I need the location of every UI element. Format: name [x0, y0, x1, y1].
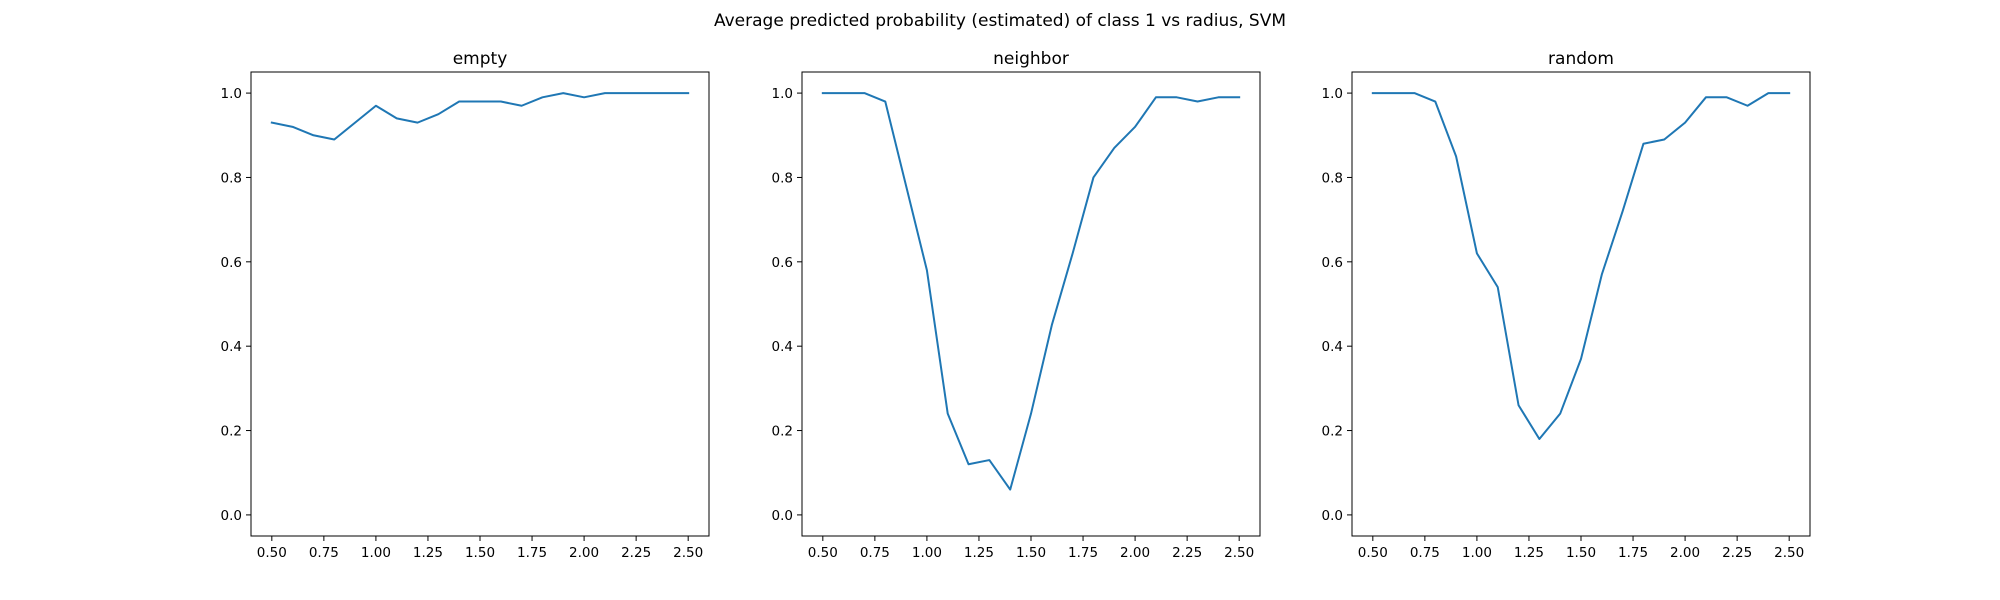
subplot-random: random 0.50 0.75 1.00 1.25 1.50 1.75 2.00 2.25 2.… — [1322, 49, 1811, 561]
subplot-title: empty — [453, 49, 508, 69]
x-tick-label: 2.25 — [621, 545, 651, 561]
y-tick-label: 0.4 — [1322, 339, 1343, 355]
y-tick-label: 0.2 — [1322, 424, 1343, 440]
y-tick-label: 0.8 — [1322, 170, 1343, 186]
subplot-empty: empty 0.50 0.75 1.00 1.25 1.50 1.75 2.00 2.25 2.5… — [221, 49, 710, 561]
subplot-neighbor: neighbor 0.50 0.75 1.00 1.25 1.50 1.75 2.00 2.25… — [772, 49, 1261, 561]
x-tick-label: 2.25 — [1722, 545, 1752, 561]
x-tick-label: 2.00 — [1670, 545, 1700, 561]
y-tick-label: 1.0 — [772, 86, 793, 102]
subplot-title: neighbor — [993, 49, 1069, 69]
series-line — [270, 92, 690, 141]
x-tick-label: 0.75 — [1410, 545, 1440, 561]
axes-frame — [1351, 71, 1811, 537]
x-tick-label: 0.50 — [1358, 545, 1388, 561]
y-tick-label: 0.0 — [772, 508, 793, 524]
x-tick-label: 2.50 — [673, 545, 703, 561]
x-tick-label: 1.00 — [1462, 545, 1492, 561]
x-tick-label: 1.50 — [465, 545, 495, 561]
y-tick-label: 0.0 — [221, 508, 242, 524]
x-tick-label: 1.25 — [413, 545, 443, 561]
y-tick-label: 0.8 — [772, 170, 793, 186]
y-tick-label: 1.0 — [1322, 86, 1343, 102]
x-tick-label: 1.50 — [1566, 545, 1596, 561]
x-tick-label: 1.75 — [1618, 545, 1648, 561]
x-tick-label: 0.75 — [860, 545, 890, 561]
axes-frame — [250, 71, 710, 537]
x-tick-label: 1.00 — [361, 545, 391, 561]
y-tick-label: 0.6 — [772, 255, 793, 271]
series-line — [821, 92, 1241, 491]
y-tick-label: 0.6 — [1322, 255, 1343, 271]
y-tick-label: 0.4 — [221, 339, 242, 355]
x-tick-label: 1.75 — [1068, 545, 1098, 561]
y-tick-label: 0.2 — [772, 424, 793, 440]
x-tick-label: 1.75 — [517, 545, 547, 561]
x-tick-label: 0.50 — [808, 545, 838, 561]
subplot-title: random — [1548, 49, 1614, 69]
y-tick-label: 0.2 — [221, 424, 242, 440]
x-tick-label: 0.50 — [257, 545, 287, 561]
x-tick-label: 2.50 — [1224, 545, 1254, 561]
y-tick-label: 0.6 — [221, 255, 242, 271]
x-tick-label: 1.00 — [912, 545, 942, 561]
axes-frame — [801, 71, 1261, 537]
y-tick-label: 1.0 — [221, 86, 242, 102]
y-tick-label: 0.4 — [772, 339, 793, 355]
y-tick-label: 0.8 — [221, 170, 242, 186]
x-tick-label: 2.00 — [569, 545, 599, 561]
x-tick-label: 2.25 — [1172, 545, 1202, 561]
x-tick-label: 2.50 — [1774, 545, 1804, 561]
subplots: empty 0.50 0.75 1.00 1.25 1.50 1.75 2.00 2.25 2.5… — [221, 49, 1811, 561]
x-tick-label: 1.50 — [1016, 545, 1046, 561]
y-tick-label: 0.0 — [1322, 508, 1343, 524]
x-tick-label: 2.00 — [1120, 545, 1150, 561]
x-tick-label: 1.25 — [1514, 545, 1544, 561]
series-line — [1371, 92, 1791, 440]
x-tick-label: 0.75 — [309, 545, 339, 561]
x-tick-label: 1.25 — [964, 545, 994, 561]
figure-title: Average predicted probability (estimated… — [714, 11, 1286, 31]
